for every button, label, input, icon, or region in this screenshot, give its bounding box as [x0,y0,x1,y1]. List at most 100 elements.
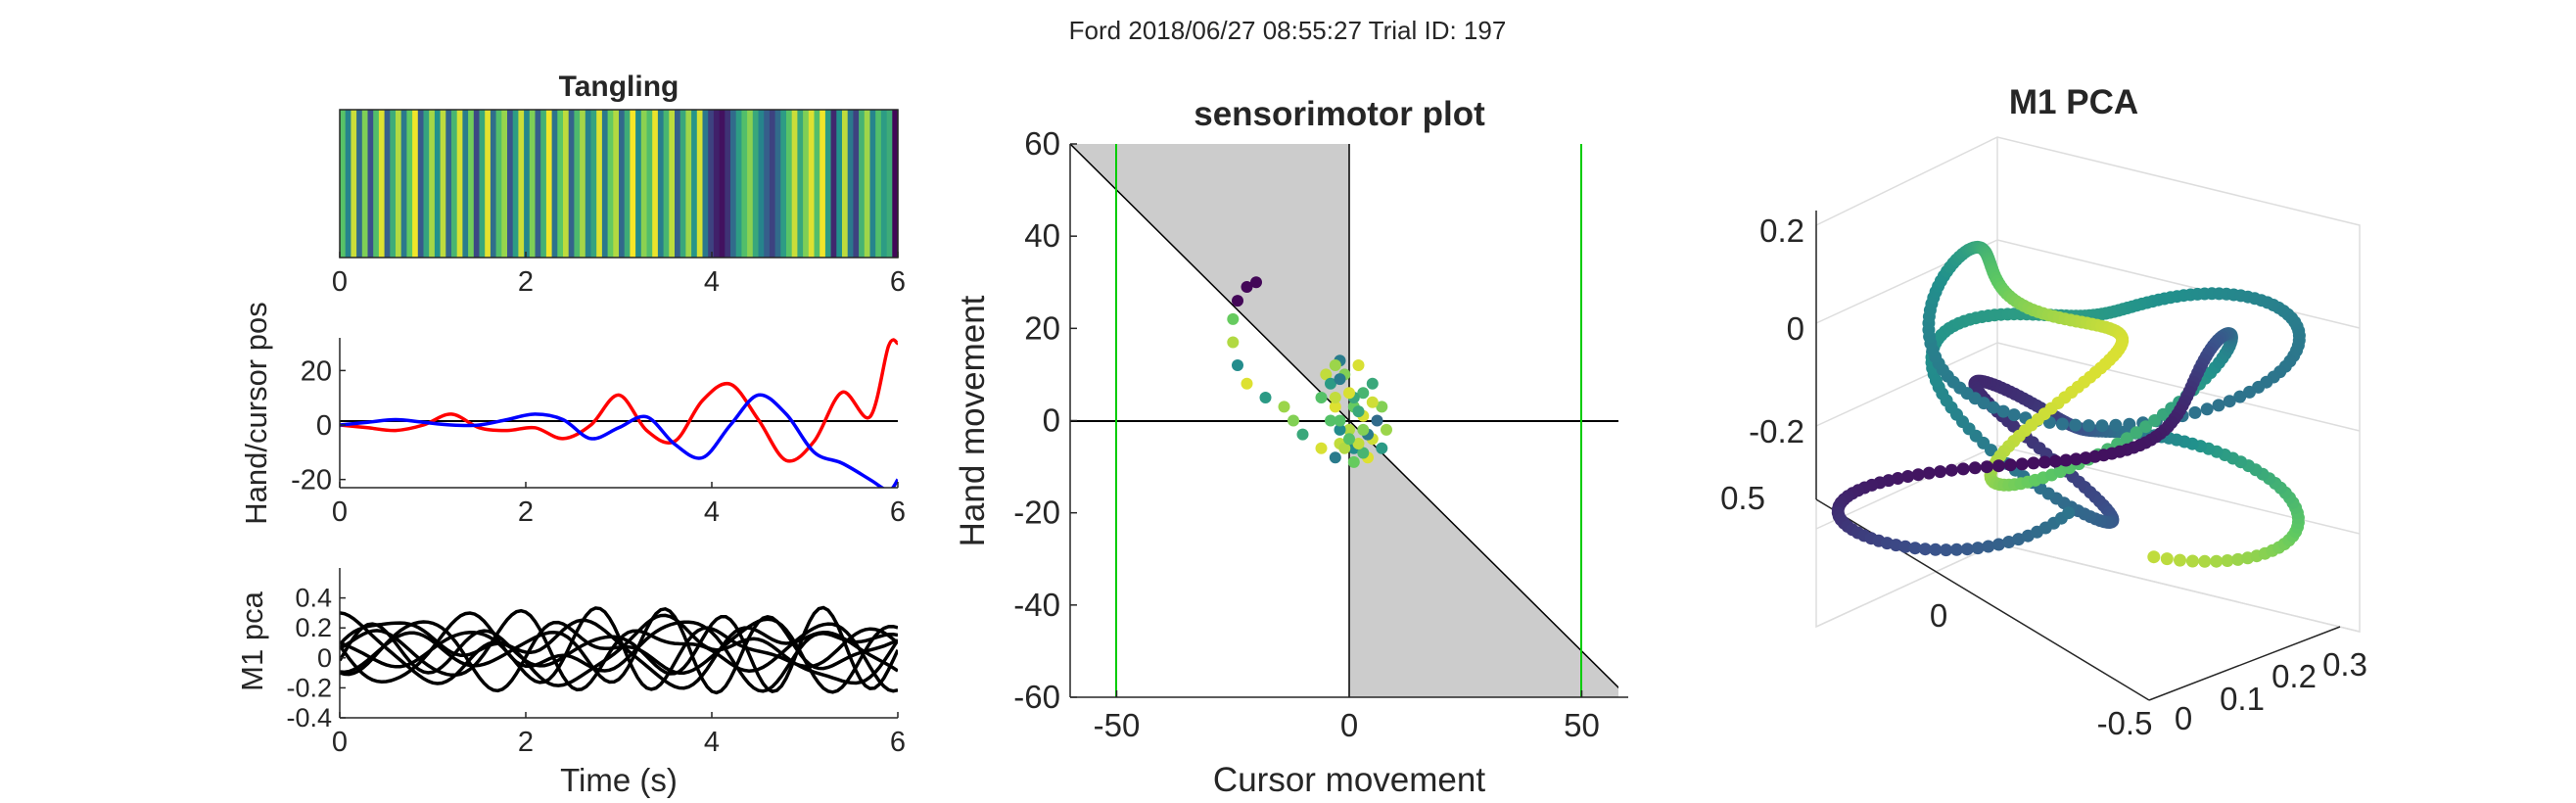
sensorimotor-point [1232,359,1243,371]
heatmap-cell [601,110,609,258]
heatmap-cell [630,110,636,258]
m1-pca-3d-point [2069,452,2083,466]
3d-grid-5 [1996,342,2361,432]
heatmap-cell [624,110,631,258]
3d-x-axis [2148,626,2341,701]
m1-pca-3d-point [1922,466,1936,480]
heatmap-cell [568,110,575,258]
pca-ytick-label: 0.2 [295,613,332,642]
m1-pca-3d-point [2160,552,2174,566]
heatmap-cell [892,110,899,258]
m1-pca-3d-point [2095,419,2109,433]
heatmap-cell [730,110,737,258]
heatmap-cells [340,110,899,258]
pca-ytick-label: 0 [317,643,332,673]
sensorimotor-ylabel: Hand movement [954,295,992,546]
sensorimotor-point [1288,414,1299,427]
sensorimotor-point [1232,295,1243,307]
m1-pca-3d-point [2003,458,2017,472]
heatmap-cell [769,110,776,258]
sensorimotor-point [1278,401,1290,413]
heatmap-cell [580,110,586,258]
heatmap-cell [535,110,541,258]
m1-pca-3d-panel: M1 PCA 0.20-0.20.50-0.5 00.10.2 0.3 [1720,83,2367,741]
heatmap-cell [685,110,692,258]
sensorimotor-point [1366,396,1379,408]
sensorimotor-title: sensorimotor plot [1194,95,1485,133]
pca-ytick-label: -0.4 [286,703,332,732]
m1-pca-trace [340,606,898,695]
m1-pca-3d-point [2048,454,2062,468]
pca-ytick-label: -0.2 [286,673,332,702]
sensorimotor-point [1227,312,1240,325]
heatmap-cell [384,110,391,258]
heatmap-cell [518,110,525,258]
m1-pca-3d-point [2059,453,2073,467]
hand-xtick-label: 0 [332,496,348,528]
heatmap-cell [563,110,570,258]
m1-pca-3d-point [2139,420,2152,434]
sensorimotor-point [1296,428,1309,441]
sensorimotor-point [1366,377,1379,390]
heatmap-cell [791,110,798,258]
m1-pca-3d-point [1908,542,1922,555]
m1-pca-3d-point [2069,418,2083,432]
heatmap-cell [663,110,670,258]
heatmap-xtick-label: 4 [704,266,720,298]
m1-pca-3d-point [1918,543,1932,556]
heatmap-cell [390,110,397,258]
sensorimotor-point [1352,438,1365,449]
sensorimotor-point [1259,392,1272,403]
tangling-panel: Tangling 0 2 4 6 [332,71,906,298]
sm-ytick-label: -40 [1013,587,1060,623]
heatmap-cell [713,110,721,258]
heatmap-cell [708,110,715,258]
heatmap-cell [473,110,481,258]
heatmap-cell [373,110,380,258]
heatmap-cell [367,110,374,258]
hand-cursor-lines [340,338,898,488]
heatmap-cell [803,110,810,258]
heatmap-cell [423,110,430,258]
sensorimotor-point [1352,359,1365,371]
heatmap-cell [590,110,597,258]
m1-pca-3d-point [1911,468,1925,482]
sm-ytick-label: 0 [1043,402,1060,439]
m1-pca-3d-point [2147,550,2161,564]
sensorimotor-point [1329,392,1341,403]
sensorimotor-point [1371,414,1383,427]
heatmap-frame [339,109,899,259]
sensorimotor-point [1338,442,1351,454]
pca-xtick-label: 0 [332,727,348,758]
sm-xtick-label: 50 [1564,707,1600,743]
heatmap-cell [640,110,648,258]
m1-pca-3d-point [2223,395,2236,408]
sensorimotor-point [1343,423,1355,436]
heatmap-cell [434,110,442,258]
sm-ytick-label: 40 [1024,217,1060,254]
sensorimotor-point [1241,377,1253,390]
hand-cursor-ylabel: Hand/cursor pos [239,302,273,524]
m1-pca-3d-point [1940,543,1953,557]
sensorimotor-xlabel: Cursor movement [1213,761,1485,799]
heatmap-cell [619,110,626,258]
heatmap-cell [495,110,502,258]
heatmap-cell [824,110,832,258]
m1-pca-3d-point [1934,465,1947,479]
m1-pca-3d-point [1901,470,1915,483]
heatmap-cell [345,110,351,258]
heatmap-cell [702,110,709,258]
pca-xtick-label: 4 [704,727,720,758]
pca-xtick-label: 2 [518,727,534,758]
sensorimotor-point [1376,442,1388,454]
heatmap-cell [646,110,653,258]
m1-pca-3d-point [1956,462,1970,476]
pca-ytick-label: 0.4 [295,584,332,613]
m1-pca-3d-ticks: 0.20-0.20.50-0.5 00.10.2 0.3 [1720,213,2367,741]
heatmap-cell [429,110,436,258]
heatmap-cell [836,110,843,258]
m1-pca-3d-point [2062,506,2076,520]
heatmap-cell [880,110,888,258]
